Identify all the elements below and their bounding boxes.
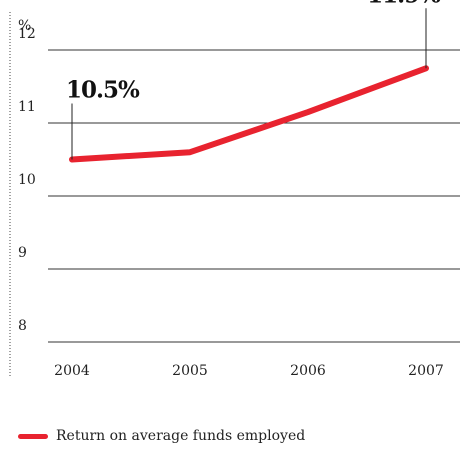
x-tick-label-2004: 2004 (54, 363, 90, 379)
y-axis-unit-label: % (18, 18, 31, 34)
legend-label: Return on average funds employed (56, 428, 306, 444)
line-chart: % 8 9 10 11 12 2004 2005 2006 2007 10.5% 11.9% (9, 0, 460, 379)
x-tick-label-2006: 2006 (290, 363, 326, 379)
y-tick-label-8: 8 (18, 318, 27, 334)
legend: Return on average funds employed (18, 428, 305, 444)
y-tick-labels: 8 9 10 11 12 (18, 26, 36, 334)
x-tick-labels: 2004 2005 2006 2007 (54, 363, 444, 379)
annotation-label-2004: 10.5% (66, 77, 140, 104)
annotations: 10.5% 11.9% (66, 0, 442, 160)
y-tick-label-11: 11 (18, 99, 36, 115)
x-tick-label-2007: 2007 (408, 363, 444, 379)
annotation-label-2007: 11.9% (367, 0, 441, 8)
series-line-0 (69, 65, 429, 163)
x-tick-label-2005: 2005 (172, 363, 208, 379)
y-tick-label-12: 12 (18, 26, 36, 42)
y-tick-label-10: 10 (18, 172, 36, 188)
gridlines (48, 49, 460, 343)
y-tick-label-9: 9 (18, 245, 27, 261)
legend-swatch (18, 433, 48, 439)
